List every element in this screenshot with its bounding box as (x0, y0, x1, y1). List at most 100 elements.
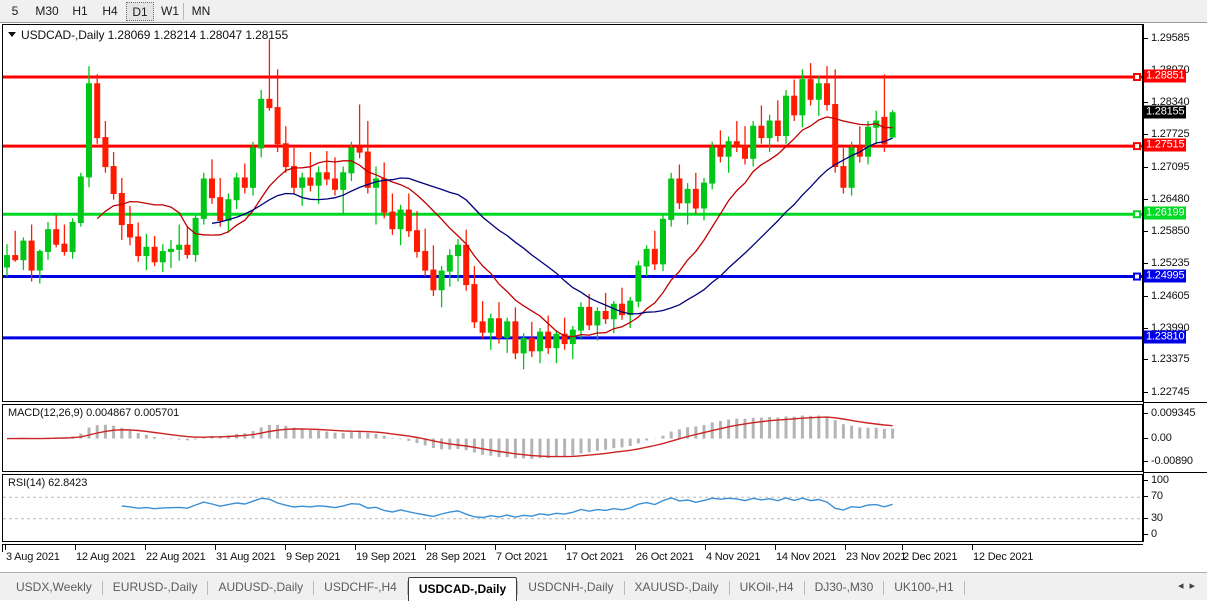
chart-tab-usdx-weekly[interactable]: USDX,Weekly (16, 580, 92, 594)
chart-tab-dj30-m30[interactable]: DJ30-,M30 (814, 580, 874, 594)
tab-divider (207, 581, 209, 595)
date-tick (635, 545, 636, 550)
date-label: 19 Sep 2021 (356, 551, 417, 563)
date-tick (355, 545, 356, 550)
rsi-scale-label: 100 (1151, 474, 1169, 486)
price-level-tag[interactable]: 1.24995 (1144, 269, 1187, 283)
macd-scale-label: -0.00890 (1151, 455, 1193, 467)
price-scale-tick (1143, 38, 1148, 39)
date-axis-line (2, 544, 1143, 545)
date-tick (75, 545, 76, 550)
price-scale-tick (1143, 198, 1148, 200)
price-scale-tick (1143, 102, 1148, 104)
date-tick (845, 545, 846, 550)
scale-pane-separator (1143, 472, 1207, 473)
price-scale-tick (1143, 359, 1148, 361)
date-tick (495, 545, 496, 550)
date-label: 7 Oct 2021 (496, 551, 548, 563)
chart-tab-eurusd-daily[interactable]: EURUSD-,Daily (112, 580, 198, 594)
price-plot-surface[interactable] (3, 25, 1142, 401)
rsi-scale-label: 70 (1151, 490, 1163, 503)
rsi-scale-tick (1143, 480, 1148, 481)
chart-menu-arrow-icon[interactable] (8, 32, 16, 37)
price-scale-label: 1.27725 (1151, 128, 1190, 141)
price-scale-tick (1143, 327, 1148, 329)
tab-scroll-nav[interactable]: ◂▸ (1177, 580, 1201, 592)
price-scale-label: 1.26480 (1151, 192, 1190, 205)
chart-tab-usdchf-h4[interactable]: USDCHF-,H4 (324, 580, 397, 594)
date-axis[interactable]: 3 Aug 2021 12 Aug 2021 22 Aug 2021 31 Aug 2… (2, 544, 1143, 570)
macd-plot (7, 415, 895, 459)
date-label: 22 Aug 2021 (146, 551, 206, 563)
rsi-scale-tick (1143, 496, 1148, 498)
macd-scale-label: 0.00 (1151, 431, 1172, 444)
date-tick (565, 545, 566, 550)
chart-area: USDCAD-,Daily 1.28069 1.28214 1.28047 1.… (0, 24, 1207, 572)
date-label: 26 Oct 2021 (636, 551, 694, 563)
price-level-tag[interactable]: 1.26199 (1144, 206, 1187, 220)
date-tick (145, 545, 146, 550)
rsi-scale-label: 30 (1151, 511, 1163, 524)
price-level-tag[interactable]: 1.27515 (1144, 138, 1187, 152)
tab-divider (623, 581, 625, 595)
rsi-pane[interactable]: RSI(14) 62.8423 (2, 474, 1143, 542)
date-tick (972, 545, 973, 550)
date-tick (902, 545, 903, 550)
tab-divider (313, 581, 315, 595)
timeframe-button-w1[interactable]: W1 (161, 4, 179, 18)
chart-tab-uk100-h1[interactable]: UK100-,H1 (894, 580, 954, 594)
timeframe-button-5[interactable]: 5 (11, 4, 19, 18)
price-chart-pane[interactable]: USDCAD-,Daily 1.28069 1.28214 1.28047 1.… (2, 24, 1143, 402)
price-level-tag[interactable]: 1.28851 (1144, 69, 1187, 83)
rsi-scale-tick (1143, 517, 1148, 519)
price-scale-label: 1.23375 (1151, 353, 1190, 366)
timeframe-button-mn[interactable]: MN (191, 4, 211, 18)
date-label: 31 Aug 2021 (216, 551, 276, 563)
tab-divider (517, 581, 519, 595)
date-label: 14 Nov 2021 (776, 551, 837, 563)
price-level-tag[interactable]: 1.23810 (1144, 330, 1187, 344)
price-candlestick-plot (3, 39, 1142, 370)
date-label: 3 Aug 2021 (6, 551, 60, 563)
date-label: 23 Nov 2021 (846, 551, 907, 563)
date-tick (215, 545, 216, 550)
scale-axis-line (1143, 24, 1144, 542)
chart-tab-strip: USDX,Weekly EURUSD-,Daily AUDUSD-,Daily USD… (6, 573, 965, 601)
date-axis-left-cap (2, 544, 3, 552)
price-scale-label: 1.24605 (1151, 289, 1190, 302)
chart-tab-xauusd-daily[interactable]: XAUUSD-,Daily (634, 580, 719, 594)
date-label: 12 Aug 2021 (76, 551, 136, 563)
macd-pane[interactable]: MACD(12,26,9) 0.004867 0.005701 (2, 404, 1143, 472)
chart-tab-audusd-daily[interactable]: AUDUSD-,Daily (218, 580, 304, 594)
price-scale[interactable]: 1.295851.289701.283401.277251.270951.264… (1143, 24, 1207, 572)
price-scale-label: 1.29585 (1151, 32, 1190, 44)
macd-scale-tick (1143, 437, 1148, 439)
price-scale-label: 1.28340 (1151, 96, 1190, 109)
timeframe-button-m30[interactable]: M30 (35, 4, 59, 18)
rsi-plot (3, 496, 1142, 520)
date-label: 12 Dec 2021 (973, 551, 1034, 563)
timeframe-button-h4[interactable]: H4 (102, 4, 118, 18)
chart-tab-usdcad-daily[interactable]: USDCAD-,Daily (407, 577, 518, 601)
macd-plot-surface[interactable] (3, 405, 1142, 471)
date-label: 28 Sep 2021 (426, 551, 487, 563)
macd-scale-tick (1143, 461, 1148, 462)
chart-tab-ukoil-h4[interactable]: UKOil-,H4 (739, 580, 794, 594)
date-tick (5, 545, 6, 550)
symbol-ohlc-label: USDCAD-,Daily 1.28069 1.28214 1.28047 1.… (21, 28, 289, 42)
macd-label: MACD(12,26,9) 0.004867 0.005701 (8, 407, 180, 419)
macd-scale-tick (1143, 413, 1148, 414)
rsi-scale-label: 0 (1151, 528, 1157, 540)
tab-divider (406, 581, 408, 595)
price-scale-tick (1143, 263, 1148, 265)
chart-tab-usdcnh-daily[interactable]: USDCNH-,Daily (528, 580, 614, 594)
price-scale-tick (1143, 392, 1148, 393)
date-tick (705, 545, 706, 550)
date-tick (425, 545, 426, 550)
rsi-plot-surface[interactable] (3, 475, 1142, 541)
date-label: 2 Dec 2021 (903, 551, 958, 563)
price-scale-label: 1.22745 (1151, 386, 1190, 398)
price-scale-tick (1143, 166, 1148, 168)
timeframe-button-h1[interactable]: H1 (72, 4, 88, 18)
timeframe-button-d1[interactable]: D1 (126, 2, 154, 21)
